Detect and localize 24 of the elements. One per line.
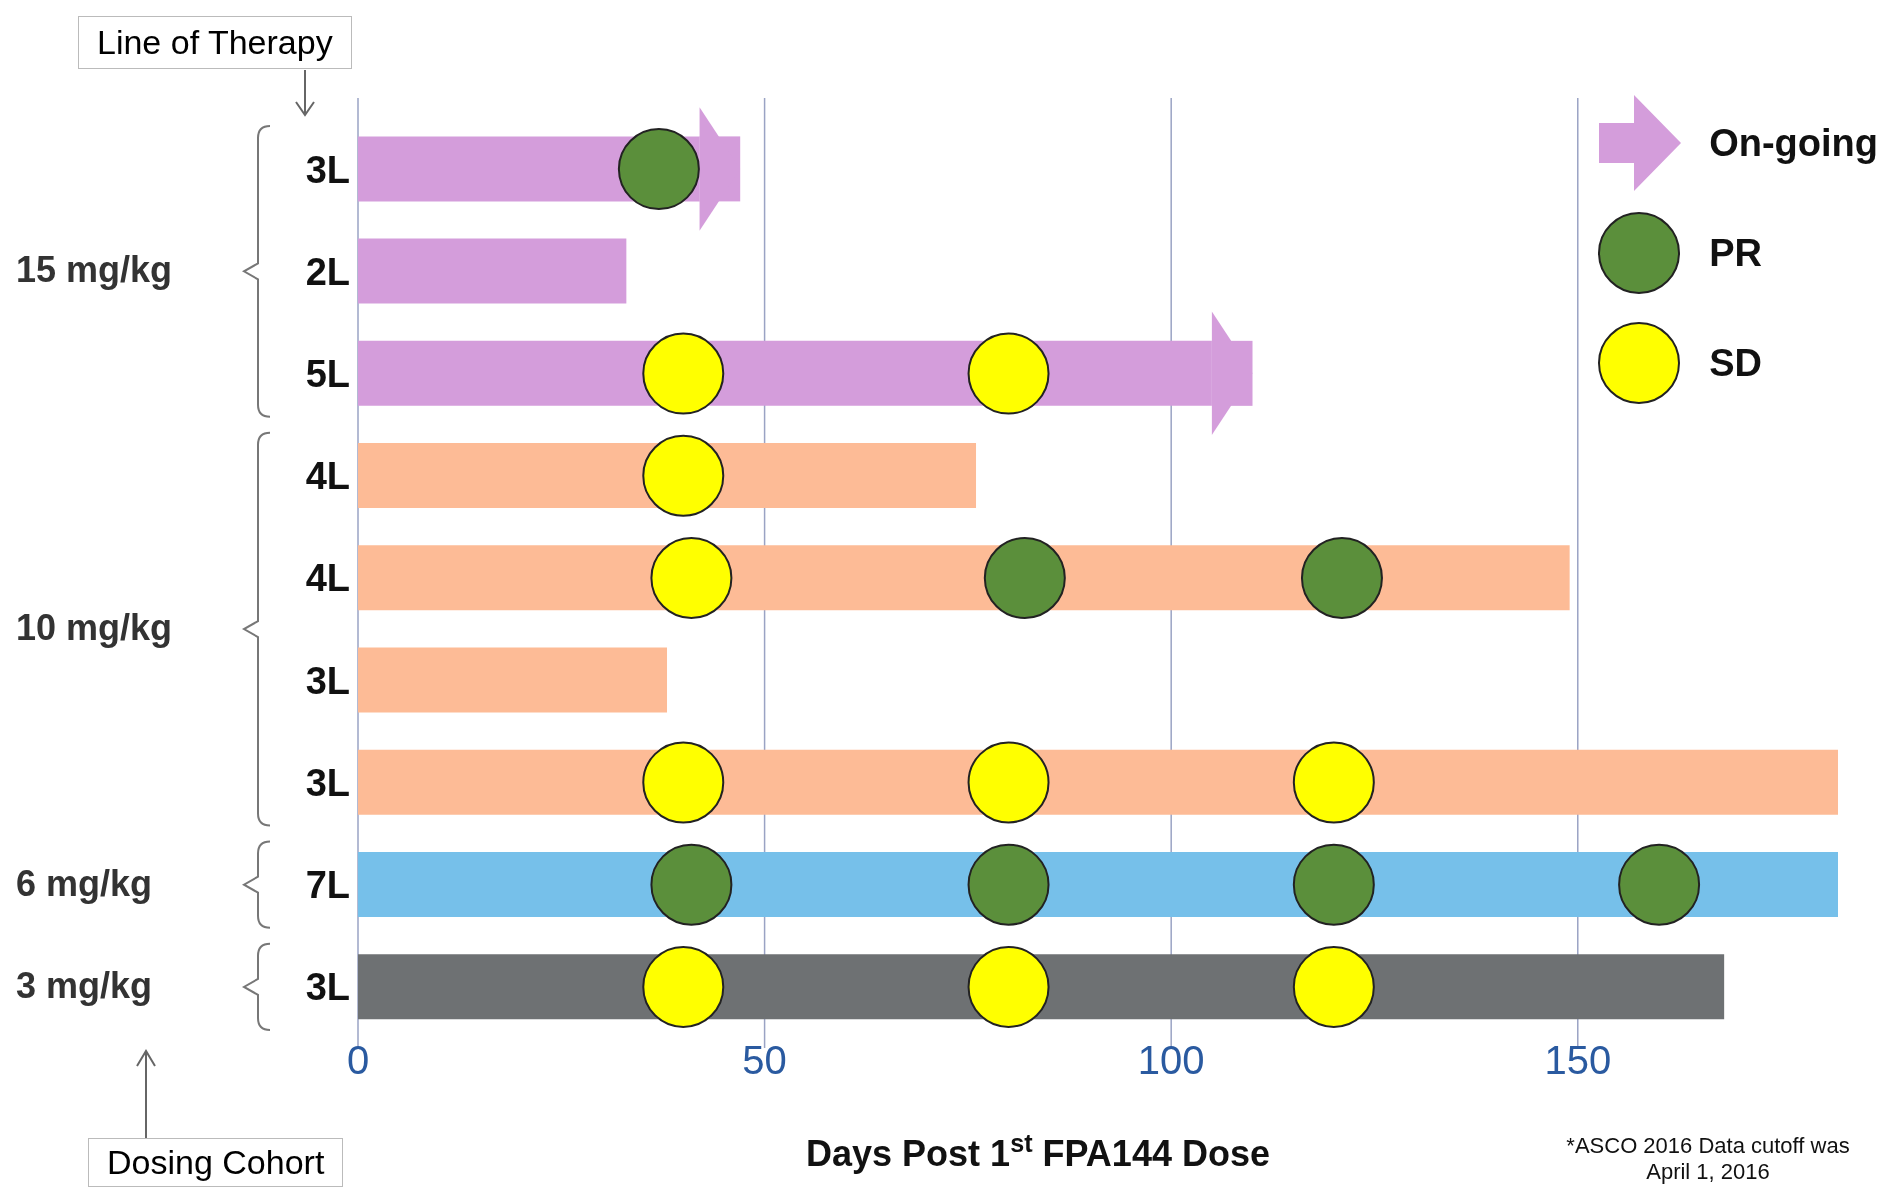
y-tick-label: 3L — [305, 761, 350, 804]
x-tick-label: 150 — [1544, 1038, 1612, 1083]
text: 15 mg/kg — [16, 249, 174, 292]
y-tick-label: 7L — [305, 864, 350, 907]
y-tick-label: 4L — [305, 557, 350, 600]
x-axis-title: Days Post 1$^{st}$ FPA144 Dose — [806, 1129, 1270, 1174]
legend-label: PR — [1709, 231, 1762, 275]
y-tick-label: 4L — [305, 455, 350, 498]
text: Dosing Cohort — [88, 1138, 344, 1187]
text: On-going — [1709, 121, 1878, 165]
text: 3 mg/kg — [16, 964, 154, 1007]
y-tick-label: 3L — [305, 148, 350, 191]
legend-label: SD — [1709, 341, 1762, 385]
text: Line of Therapy — [78, 16, 352, 69]
y-tick-label: 3L — [305, 659, 350, 702]
text: 10 mg/kg — [16, 607, 174, 650]
text: 6 mg/kg — [16, 862, 154, 905]
text: *ASCO 2016 Data cutoff was April 1, 2016 — [1565, 1133, 1851, 1185]
y-tick-label: 2L — [305, 250, 350, 293]
y-tick-label: 5L — [305, 353, 350, 396]
x-tick-label: 100 — [1137, 1038, 1205, 1083]
x-tick-label: 0 — [346, 1038, 370, 1083]
x-tick-label: 50 — [742, 1038, 787, 1083]
y-tick-label: 3L — [305, 966, 350, 1009]
